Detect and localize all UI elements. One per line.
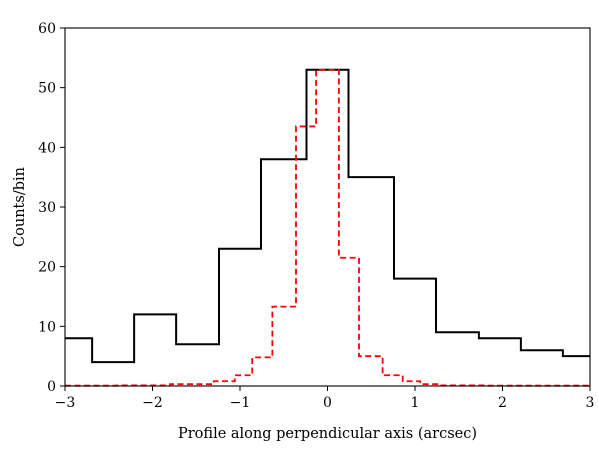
y-tick-label: 60: [38, 21, 56, 37]
y-tick-label: 10: [38, 319, 56, 335]
series-layer: [65, 68, 590, 387]
x-tick-label: −2: [142, 395, 163, 411]
y-tick-label: 40: [38, 140, 56, 156]
y-tick-label: 30: [38, 200, 56, 216]
x-tick-label: 2: [498, 395, 507, 411]
x-tick-label: −3: [55, 395, 76, 411]
y-axis-ticks: 0 10 20 30 40 50 60: [38, 21, 65, 395]
x-tick-label: 0: [323, 395, 332, 411]
series-1-step-line: [65, 68, 590, 364]
y-axis-label: Counts/bin: [12, 167, 28, 247]
x-axis-ticks: −3 −2 −1 0 1 2 3: [55, 386, 595, 411]
x-tick-label: −1: [230, 395, 251, 411]
x-tick-label: 1: [411, 395, 420, 411]
x-axis-label: Profile along perpendicular axis (arcsec…: [178, 426, 477, 442]
y-tick-label: 0: [47, 379, 56, 395]
y-tick-label: 20: [38, 260, 56, 276]
y-tick-label: 50: [38, 81, 56, 97]
x-tick-label: 3: [586, 395, 595, 411]
plot-frame: [64, 27, 591, 387]
